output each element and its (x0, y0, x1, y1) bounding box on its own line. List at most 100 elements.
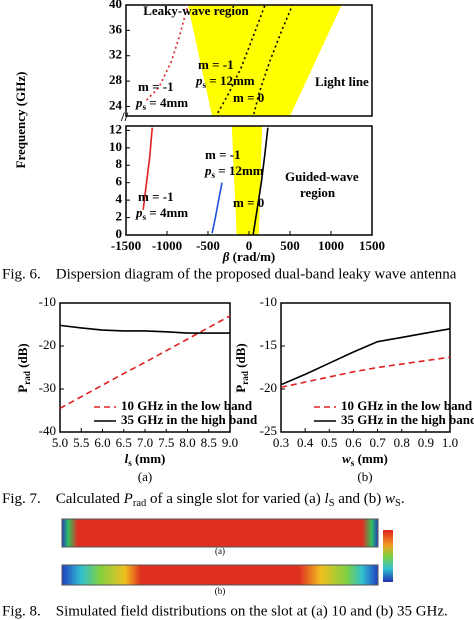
data-line (145, 4, 189, 101)
annotation: m = -1 (198, 57, 234, 72)
y-tick-label: 12 (109, 121, 122, 136)
annotation-part: p (135, 95, 143, 110)
caption-part: . (401, 491, 405, 507)
x-axis-label-part: (rad/m) (229, 249, 275, 264)
annotation-part: p (195, 73, 203, 88)
x-axis-label-part: β (222, 249, 230, 264)
region (231, 126, 263, 235)
annotation: Light line (315, 74, 369, 89)
y-tick-label: -15 (260, 337, 277, 352)
color-bar (383, 530, 393, 582)
annotation: ps = 12mm (195, 73, 255, 90)
figure-label: (b) (215, 586, 226, 596)
annotation: m = -1 (138, 79, 174, 94)
y-tick-label: 0 (116, 226, 123, 241)
annotation: ps = 4mm (135, 95, 188, 112)
annotation-part: = 12mm (215, 163, 264, 178)
caption-part: S (329, 498, 335, 509)
axis-break: // (120, 109, 129, 124)
x-tick-label: 1500 (359, 238, 385, 253)
annotation: m = -1 (205, 147, 241, 162)
annotation-part: s (143, 102, 147, 112)
x-tick-label: 1000 (318, 238, 344, 253)
panel-label: (b) (357, 469, 372, 484)
annotation: m = 0 (233, 195, 264, 210)
x-axis-label-part: l (125, 451, 129, 466)
annotation: ps = 12mm (204, 163, 264, 180)
annotation: Guided-wave (285, 169, 359, 184)
annotation-part: p (204, 163, 212, 178)
caption: Fig. 7. Calculated Prad of a single slot… (2, 491, 405, 509)
x-tick-label: 5.0 (52, 435, 68, 450)
caption-part: rad (133, 498, 147, 509)
x-axis-label-part: w (342, 451, 351, 466)
y-tick-label: -20 (39, 337, 56, 352)
annotation-part: = 4mm (146, 205, 188, 220)
y-axis-label: Prad (dB) (233, 343, 250, 392)
legend-label: 35 GHz in the high band (341, 412, 474, 427)
data-line (211, 182, 223, 234)
x-axis-label: β (rad/m) (222, 249, 276, 264)
x-tick-label: 0.6 (345, 435, 362, 450)
y-tick-label: 24 (109, 97, 123, 112)
caption-part: and (b) (335, 491, 385, 507)
y-axis-label-part: (dB) (15, 343, 30, 371)
annotation-part: s (203, 80, 207, 90)
x-tick-label: 0.8 (394, 435, 410, 450)
y-axis-label-part: P (15, 385, 30, 393)
x-axis-label-part: s (128, 458, 132, 468)
x-tick-label: 1.0 (442, 435, 458, 450)
y-tick-label: 2 (116, 209, 123, 224)
x-tick-label: -1000 (152, 238, 182, 253)
caption: Fig. 6. Dispersion diagram of the propos… (2, 266, 457, 282)
y-axis-label: Prad (dB) (15, 343, 32, 392)
y-tick-label: 4 (116, 191, 123, 206)
panel-label: (a) (138, 469, 152, 484)
y-tick-label: 6 (116, 174, 123, 189)
x-tick-label: 500 (280, 238, 300, 253)
caption-part: Fig. 7. Calculated (2, 491, 124, 507)
x-tick-label: 6.5 (116, 435, 132, 450)
x-axis-label-part: (mm) (354, 451, 388, 466)
annotation-part: s (143, 212, 147, 222)
annotation: ps = 4mm (135, 205, 188, 222)
data-line (59, 324, 230, 334)
caption-part: S (395, 498, 401, 509)
x-tick-label: 5.5 (73, 435, 89, 450)
x-tick-label: 0.9 (418, 435, 434, 450)
y-tick-label: 10 (109, 139, 122, 154)
x-axis-label-part: s (351, 458, 355, 468)
field-image-b (61, 564, 379, 586)
data-line (142, 127, 154, 210)
y-tick-label: -25 (260, 423, 277, 438)
y-tick-label: -20 (260, 380, 277, 395)
x-axis-label: ws (mm) (342, 451, 388, 468)
y-tick-label: 8 (116, 156, 123, 171)
y-axis-label-part: rad (22, 371, 32, 385)
caption-part: of a single slot for varied (a) (146, 491, 324, 507)
field-image-a (61, 518, 379, 548)
y-axis-label-part: (dB) (233, 343, 248, 371)
y-tick-label: -30 (39, 380, 56, 395)
y-tick-label: 32 (109, 47, 122, 62)
data-line (280, 356, 451, 389)
x-axis-label-part: (mm) (132, 451, 166, 466)
annotation: Leaky-wave region (143, 3, 249, 18)
x-tick-label: 7.0 (137, 435, 153, 450)
annotation-part: = 4mm (146, 95, 188, 110)
caption-part: P (123, 491, 133, 507)
legend-box (311, 399, 447, 429)
annotation-part: p (135, 205, 143, 220)
x-tick-label: 9.0 (222, 435, 238, 450)
x-axis-label: ls (mm) (125, 451, 166, 468)
y-tick-label: -10 (39, 294, 56, 309)
plot-frame (280, 302, 451, 433)
x-tick-label: 8.5 (201, 435, 217, 450)
x-tick-label: 0 (246, 238, 253, 253)
y-tick-label: 36 (109, 21, 123, 36)
x-tick-label: 7.5 (158, 435, 174, 450)
data-line (252, 127, 269, 236)
data-line (280, 328, 451, 386)
annotation-part: s (212, 170, 216, 180)
